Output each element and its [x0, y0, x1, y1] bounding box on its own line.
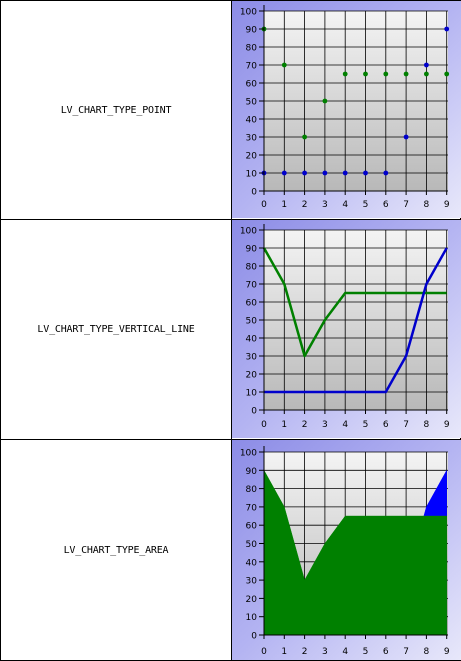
y-tick-label: 100 — [240, 8, 257, 18]
point-chart: 0 10 20 30 40 50 60 70 80 90 100 0 1 2 3 4 5 6 7 8 9 — [232, 1, 461, 218]
y-tick-label: 30 — [246, 134, 258, 144]
y-tick-label: 100 — [240, 227, 257, 237]
y-tick-label: 80 — [246, 263, 258, 273]
x-tick-label: 3 — [322, 200, 328, 210]
y-tick-label: 60 — [246, 80, 258, 90]
x-tick-label: 4 — [342, 420, 348, 430]
y-tick-label: 70 — [246, 503, 258, 513]
x-tick-label: 4 — [342, 200, 348, 210]
x-tick-label: 0 — [261, 647, 267, 657]
table-row-vertical-line: LV_CHART_TYPE_VERTICAL_LINE 0 10 20 30 40 50 6… — [0, 219, 461, 439]
data-point — [404, 135, 409, 140]
x-tick-label: 5 — [363, 420, 369, 430]
y-tick-label: 60 — [246, 299, 258, 309]
chart-cell: 0 10 20 30 40 50 60 70 80 90 100 0 1 2 3 4 5 6 7 8 9 — [232, 220, 460, 439]
x-tick-label: 9 — [444, 420, 450, 430]
y-tick-label: 20 — [246, 371, 258, 381]
x-tick-label: 3 — [322, 420, 328, 430]
y-tick-label: 40 — [246, 558, 258, 568]
y-tick-label: 90 — [246, 26, 258, 36]
y-tick-label: 10 — [246, 389, 258, 399]
data-point — [404, 72, 409, 77]
x-tick-label: 2 — [302, 200, 308, 210]
data-point — [302, 171, 307, 176]
data-point — [444, 72, 449, 77]
chart-type-label: LV_CHART_TYPE_POINT — [61, 105, 172, 116]
data-point — [343, 171, 348, 176]
chart-type-label: LV_CHART_TYPE_VERTICAL_LINE — [37, 324, 194, 335]
x-tick-label: 7 — [403, 200, 409, 210]
x-tick-label: 5 — [363, 200, 369, 210]
y-tick-label: 30 — [246, 353, 258, 363]
area-chart: 0 10 20 30 40 50 60 70 80 90 100 0 1 2 3 4 5 6 7 8 9 — [232, 440, 461, 660]
vertical-line-chart: 0 10 20 30 40 50 60 70 80 90 100 0 1 2 3 4 5 6 7 8 9 — [232, 220, 461, 438]
data-point — [444, 27, 449, 32]
data-point — [424, 63, 429, 68]
data-point — [343, 72, 348, 77]
y-tick-label: 20 — [246, 152, 258, 162]
y-tick-label: 100 — [240, 449, 257, 459]
data-point — [363, 72, 368, 77]
y-tick-label: 20 — [246, 595, 258, 605]
y-tick-label: 10 — [246, 170, 258, 180]
x-tick-label: 0 — [261, 200, 267, 210]
y-tick-label: 90 — [246, 467, 258, 477]
label-cell: LV_CHART_TYPE_VERTICAL_LINE — [1, 220, 232, 439]
table-row-area: LV_CHART_TYPE_AREA 0 10 20 30 40 50 60 70 80 90 10… — [0, 439, 461, 661]
label-cell: LV_CHART_TYPE_AREA — [1, 440, 232, 660]
data-point — [282, 171, 287, 176]
y-tick-label: 40 — [246, 116, 258, 126]
x-tick-label: 9 — [444, 200, 450, 210]
data-point — [302, 135, 307, 140]
x-tick-label: 1 — [281, 420, 287, 430]
chart-cell: 0 10 20 30 40 50 60 70 80 90 100 0 1 2 3 4 5 6 7 8 9 — [232, 1, 460, 219]
x-tick-label: 7 — [403, 647, 409, 657]
x-tick-label: 3 — [322, 647, 328, 657]
x-tick-label: 8 — [424, 647, 430, 657]
y-tick-label: 90 — [246, 245, 258, 255]
x-tick-label: 1 — [281, 647, 287, 657]
y-tick-label: 0 — [251, 407, 257, 417]
y-tick-label: 70 — [246, 281, 258, 291]
data-point — [363, 171, 368, 176]
data-point — [323, 171, 328, 176]
x-tick-label: 8 — [424, 200, 430, 210]
y-tick-label: 10 — [246, 613, 258, 623]
y-tick-label: 50 — [246, 317, 258, 327]
x-tick-label: 2 — [302, 647, 308, 657]
x-tick-label: 0 — [261, 420, 267, 430]
data-point — [383, 171, 388, 176]
y-tick-label: 80 — [246, 485, 258, 495]
chart-cell: 0 10 20 30 40 50 60 70 80 90 100 0 1 2 3 4 5 6 7 8 9 — [232, 440, 460, 660]
x-tick-label: 6 — [383, 420, 389, 430]
y-tick-label: 0 — [251, 188, 257, 198]
data-point — [383, 72, 388, 77]
x-tick-label: 6 — [383, 200, 389, 210]
y-tick-label: 80 — [246, 44, 258, 54]
table-row-point: LV_CHART_TYPE_POINT 0 10 20 30 40 50 60 70 80 90 1… — [0, 0, 461, 219]
x-tick-label: 6 — [383, 647, 389, 657]
data-point — [282, 63, 287, 68]
x-tick-label: 5 — [363, 647, 369, 657]
x-tick-label: 4 — [342, 647, 348, 657]
y-tick-label: 70 — [246, 62, 258, 72]
x-tick-label: 7 — [403, 420, 409, 430]
y-tick-label: 40 — [246, 335, 258, 345]
y-tick-label: 50 — [246, 98, 258, 108]
y-tick-label: 50 — [246, 540, 258, 550]
x-tick-label: 1 — [281, 200, 287, 210]
x-tick-label: 2 — [302, 420, 308, 430]
y-tick-label: 30 — [246, 577, 258, 587]
data-point — [323, 99, 328, 104]
chart-type-label: LV_CHART_TYPE_AREA — [64, 545, 169, 556]
label-cell: LV_CHART_TYPE_POINT — [1, 1, 232, 219]
data-point — [424, 72, 429, 77]
y-tick-label: 0 — [251, 632, 257, 642]
x-tick-label: 9 — [444, 647, 450, 657]
y-tick-label: 60 — [246, 522, 258, 532]
x-tick-label: 8 — [424, 420, 430, 430]
